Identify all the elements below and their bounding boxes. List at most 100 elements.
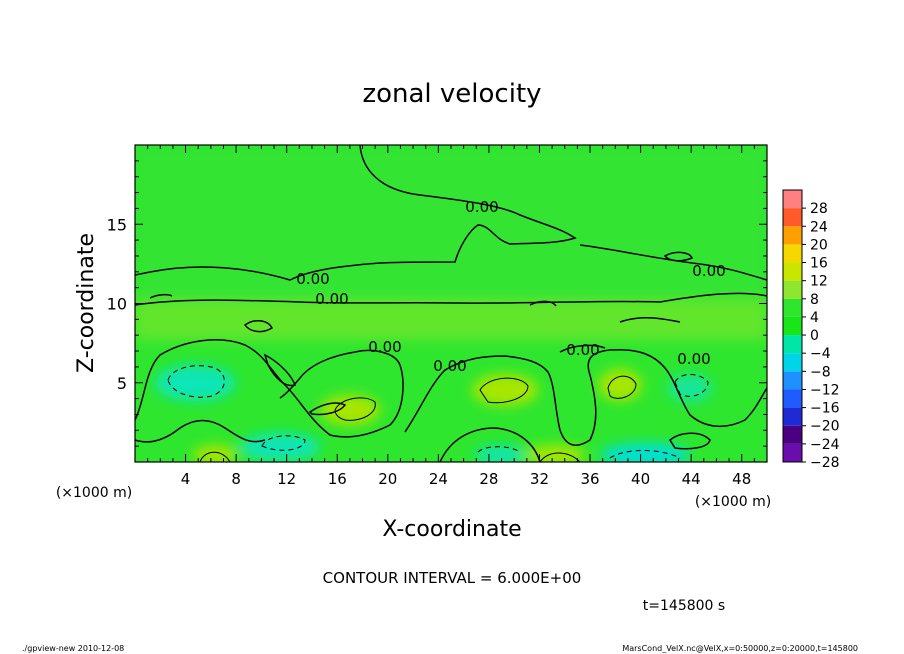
x-tick-label: 4 [181,470,191,488]
colorbar-swatch [783,407,802,426]
colorbar-label: 12 [810,274,828,290]
colorbar-frame [782,189,803,463]
plot-area: 0.00 0.00 0.00 0.00 0.00 0.00 0.00 0.00 … [107,144,768,488]
contour-zero-small-2 [263,353,296,387]
contour-positive-4 [199,451,231,462]
colorbar-swatch [783,389,802,408]
x-tick-label: 24 [429,470,448,488]
colorbar-label: −28 [810,455,840,471]
colorbar-swatch [783,371,802,390]
contour-zero-upper [135,145,577,281]
contour-label: 0.00 [677,350,710,368]
x-tick-label: 8 [231,470,241,488]
x-tick-label: 28 [479,470,498,488]
cell-positive-2 [472,374,538,406]
y-tick-label: 5 [117,374,127,393]
colorbar-swatch [783,244,802,263]
colorbar-swatch [783,316,802,336]
colorbar-label: 28 [810,201,828,217]
contour-zero-wave-1 [135,339,404,438]
contour-positive-3 [607,375,637,399]
contour-zero-small-7 [619,317,681,323]
colorbar-swatch [783,298,802,317]
y-axis-label: Z-coordinate [74,233,99,373]
x-tick-label: 48 [732,470,751,488]
contour-zero-bottom-1 [135,419,266,443]
contour-zero-small-4 [529,300,557,307]
y-tick-label: 10 [107,295,127,314]
colorbar-swatch [783,443,802,462]
contour-positive-1 [334,397,376,421]
contour-label: 0.00 [368,338,401,356]
contour-zero-wave-2 [404,348,767,446]
x-tick-label: 44 [682,470,701,488]
colorbar-label: −8 [810,364,831,380]
contour-label-group: 0.00 0.00 0.00 0.00 0.00 0.00 0.00 0.00 [296,198,725,375]
colorbar-swatch [783,425,802,444]
contour-label: 0.00 [465,198,498,216]
colorbar-swatch [783,353,802,372]
cell-negative-2 [668,374,712,402]
cell-positive-3 [598,369,642,401]
cell-negative-3 [240,433,320,461]
colorbar-label: 8 [810,292,819,308]
contour-label: 0.00 [566,341,599,359]
colorbar-label: −20 [810,419,840,435]
x-tick-label: 20 [378,470,397,488]
x-tick-label: 16 [328,470,347,488]
cell-negative-5 [475,446,525,462]
x-tick-label: 12 [277,470,296,488]
footer-left: ./gpview-new 2010-12-08 [22,644,124,653]
colorbar-label: 0 [810,328,819,344]
contour-zero-small-3 [243,320,273,333]
chart-title: zonal velocity [362,79,541,109]
contour-zero-mid [135,292,767,306]
contour-interval-text: CONTOUR INTERVAL = 6.000E+00 [323,569,582,587]
colorbar-label: 20 [810,237,828,253]
cell-positive-4 [193,445,237,462]
contour-positive-5 [539,452,581,462]
cell-negative-1 [155,365,235,401]
contour-zero-small-6 [559,344,606,353]
colorbar-swatch [783,226,802,245]
colorbar-label: −16 [810,401,840,417]
colorbar-swatch [783,280,802,299]
contour-zero-bottom-3 [669,432,711,450]
colorbar-label: 24 [810,219,828,235]
contour-label: 0.00 [296,270,329,288]
colorbar-label: 16 [810,256,828,272]
colorbar: 28 24 20 16 12 8 4 0 −4 −8 −12 −16 −20 −24 −28 [782,189,840,471]
colorbar-label: 4 [810,310,819,326]
x-unit-label: (×1000 m) [695,494,771,510]
colorbar-label: −4 [810,346,831,362]
x-tick-label: 32 [530,470,549,488]
contour-label: 0.00 [315,290,348,308]
x-tick-label: 36 [580,470,599,488]
contour-negative-3 [261,435,306,451]
jet-band [135,300,767,340]
x-axis-label: X-coordinate [382,517,521,542]
colorbar-label: −24 [810,437,840,453]
upper-field-band [135,145,767,305]
colorbar-label: −12 [810,382,840,398]
colorbar-swatch [783,262,802,281]
zero-contours [135,145,767,462]
contour-negative-2 [674,374,709,397]
positive-contours [199,375,637,462]
y-tick-label: 15 [107,215,127,234]
contour-label: 0.00 [433,357,466,375]
contour-negative-1 [167,365,225,398]
contour-zero-small-1 [308,402,347,416]
contour-negative-5 [609,450,681,459]
colorbar-swatch [783,208,802,227]
time-text: t=145800 s [643,598,725,614]
colorbar-swatch [783,190,802,209]
contour-negative-4 [477,446,521,453]
contour-zero-upper-right [579,244,767,281]
footer-right: MarsCond_VelX.nc@VelX,x=0:50000,z=0:2000… [622,644,858,653]
contour-positive-2 [479,377,529,404]
negative-contours [167,365,709,459]
contour-zero-small-5 [663,251,693,262]
